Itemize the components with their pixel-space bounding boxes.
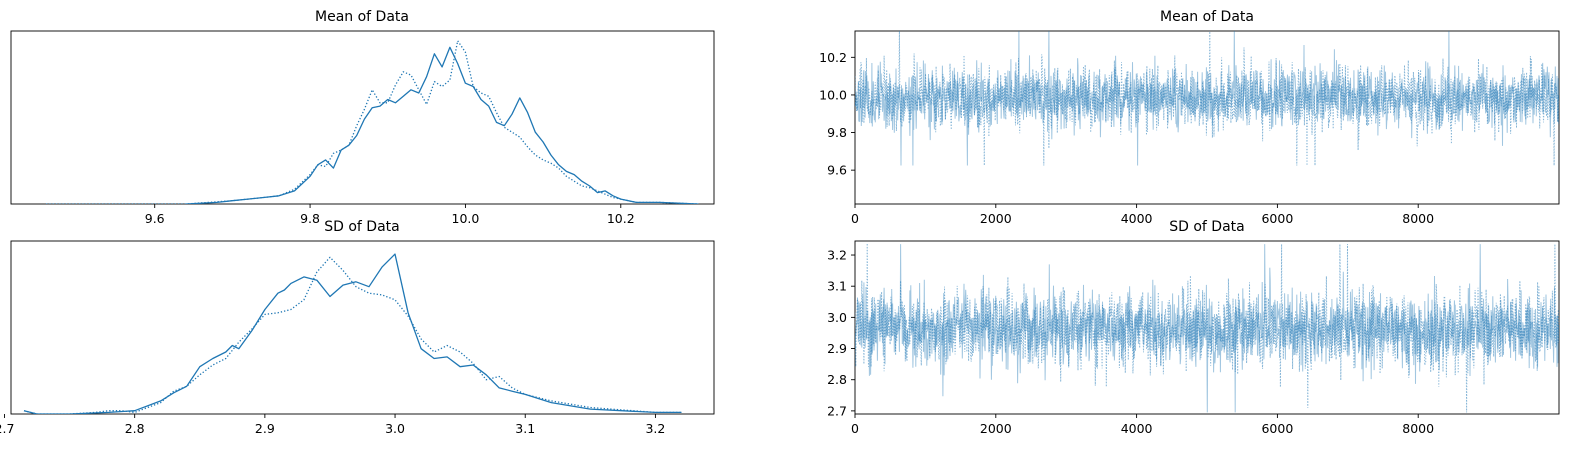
density-line-chain-2	[23, 256, 682, 414]
panel-mean-trace: 0 2000 4000 6000 8000 9.6 9.8 10.0 10.2 Mean of D…	[819, 9, 1560, 226]
x-tick-label: 2.9	[255, 421, 275, 436]
x-tick-label: 3.0	[385, 421, 405, 436]
x-tick-label: 10.0	[452, 211, 480, 226]
y-tick-label: 2.7	[827, 403, 847, 418]
x-tick-label: 9.8	[300, 211, 320, 226]
x-tick-label: 0	[851, 211, 859, 226]
y-tick-label: 3.0	[827, 310, 847, 325]
panel-sd-kde: 2.7 2.8 2.9 3.0 3.1 3.2 SD of Data	[0, 219, 715, 436]
x-tick-label: 2.7	[0, 421, 14, 436]
y-tick-label: 3.1	[827, 279, 847, 294]
x-tick-label: 9.6	[145, 211, 165, 226]
plot-frame	[10, 240, 715, 415]
series-group	[46, 40, 699, 204]
x-tick-label: 2.8	[125, 421, 145, 436]
chart-title: Mean of Data	[1160, 9, 1254, 25]
chart-title: SD of Data	[324, 219, 400, 235]
x-tick-label: 2000	[980, 421, 1012, 436]
panel-mean-kde: 9.6 9.8 10.0 10.2 Mean of Data	[10, 9, 715, 226]
series-group	[855, 31, 1559, 166]
trace-line-chain-2	[855, 31, 1559, 166]
trace-line-chain-2	[855, 243, 1559, 413]
x-tick-label: 8000	[1402, 421, 1434, 436]
x-tick-label: 6000	[1261, 421, 1293, 436]
x-tick-label: 2000	[980, 211, 1012, 226]
series-group	[23, 253, 682, 414]
plot-frame	[854, 30, 1560, 205]
plot-frame	[10, 30, 715, 205]
x-tick-label: 0	[851, 421, 859, 436]
y-tick-label: 9.8	[827, 125, 847, 140]
y-tick-label: 10.2	[819, 50, 847, 65]
x-tick-label: 3.1	[515, 421, 535, 436]
y-tick-label: 3.2	[827, 248, 847, 263]
chart-title: Mean of Data	[315, 9, 409, 25]
x-tick-label: 6000	[1261, 211, 1293, 226]
density-line-chain-1	[185, 46, 699, 204]
x-tick-label: 8000	[1402, 211, 1434, 226]
x-tick-label: 3.2	[645, 421, 665, 436]
trace-line-chain-1	[855, 31, 1559, 166]
y-tick-label: 2.9	[827, 341, 847, 356]
density-line-chain-2	[46, 40, 699, 204]
y-tick-label: 9.6	[827, 163, 847, 178]
series-group	[855, 243, 1559, 413]
x-tick-label: 4000	[1121, 211, 1153, 226]
x-tick-label: 10.2	[607, 211, 635, 226]
density-line-chain-1	[23, 253, 682, 414]
x-tick-label: 4000	[1121, 421, 1153, 436]
panel-sd-trace: 0 2000 4000 6000 8000 2.7 2.8 2.9 3.0 3.1 3.2 SD of…	[827, 219, 1560, 436]
chart-title: SD of Data	[1169, 219, 1245, 235]
y-tick-label: 10.0	[819, 87, 847, 102]
y-tick-label: 2.8	[827, 372, 847, 387]
